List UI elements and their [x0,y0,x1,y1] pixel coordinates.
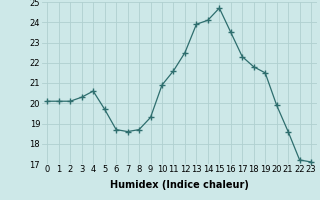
X-axis label: Humidex (Indice chaleur): Humidex (Indice chaleur) [110,180,249,190]
